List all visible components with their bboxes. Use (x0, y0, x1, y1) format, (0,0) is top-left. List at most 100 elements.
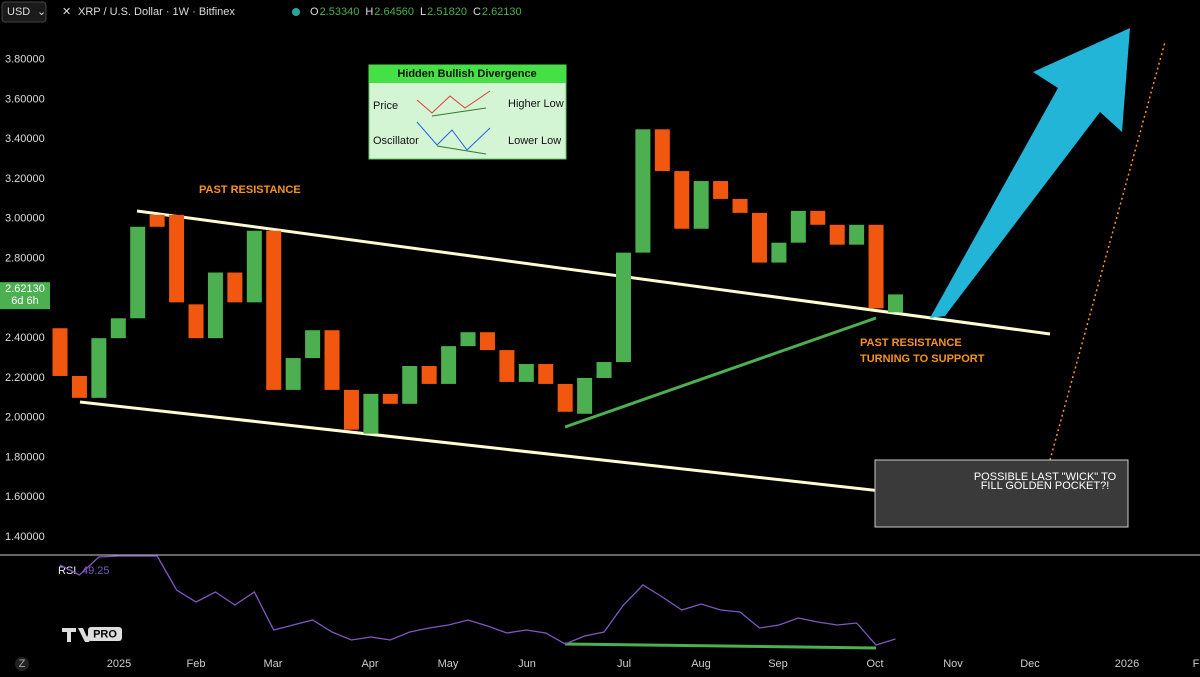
candle-body (305, 330, 321, 359)
inset-header (369, 65, 566, 83)
x-tick-label: 2026 (1115, 658, 1139, 670)
candle-body (479, 332, 495, 351)
candle-body (91, 338, 107, 398)
ohlc-value: 2.64560 (374, 6, 414, 18)
candle-body (441, 346, 457, 384)
candle-body (285, 358, 301, 390)
inset-label: Lower Low (508, 135, 561, 147)
y-tick-label: 3.00000 (5, 213, 45, 225)
x-tick-label: May (438, 658, 459, 670)
currency: USD (7, 6, 30, 18)
candle-body (596, 362, 612, 378)
candle-body (188, 304, 204, 339)
candle-body (674, 171, 690, 229)
inset-label: Price (373, 100, 398, 112)
x-tick-label: Dec (1020, 658, 1040, 670)
candle-body (868, 224, 884, 309)
candle-body (751, 212, 767, 263)
rsi-line (59, 555, 896, 646)
candle-body (363, 393, 379, 434)
candle-body (887, 294, 903, 313)
projection-arrow (930, 28, 1130, 318)
candle-body (130, 226, 146, 319)
candle-body (324, 330, 340, 390)
ohlc-key: L (420, 6, 426, 18)
candle-body (343, 389, 359, 430)
candle-body (713, 181, 729, 199)
candle-body (169, 214, 185, 303)
candle-body (771, 242, 787, 263)
candle-body (52, 328, 68, 376)
indicator-name: RSI (58, 565, 76, 577)
support-line (564, 316, 877, 429)
chart-title: XRP / U.S. Dollar · 1W · Bitfinex (78, 6, 235, 18)
candle-body (246, 230, 262, 303)
rsi-divergence-line (564, 642, 877, 650)
candle-body (71, 375, 87, 398)
y-tick-label: 2.20000 (5, 372, 45, 384)
inset-trend (431, 107, 487, 117)
price-tag-label: 2.62130 (5, 283, 45, 295)
candle-body (149, 214, 165, 227)
candle-body (635, 129, 651, 253)
candle-body (732, 198, 748, 213)
candle-body (577, 377, 593, 414)
candle-body (518, 364, 534, 382)
close-icon: ✕ (62, 6, 71, 18)
candle-body (829, 224, 845, 245)
currency-select[interactable] (1, 1, 47, 23)
y-tick-label: 3.80000 (5, 54, 45, 66)
x-tick-label: Jul (617, 658, 631, 670)
ohlc-value: 2.51820 (427, 6, 467, 18)
candle-body (402, 366, 418, 404)
x-tick-label: Sep (768, 658, 788, 670)
y-tick-label: 3.20000 (5, 173, 45, 185)
x-tick-label: Nov (943, 658, 963, 670)
annotation: TURNING TO SUPPORT (860, 353, 985, 365)
status-dot (292, 8, 300, 16)
x-tick-label: F (1193, 658, 1200, 670)
x-tick-label: Feb (187, 658, 206, 670)
candle-body (693, 181, 709, 229)
candle-body (849, 224, 865, 245)
ohlc-key: O (310, 6, 319, 18)
candle-body (266, 230, 282, 390)
ohlc-key: H (365, 6, 373, 18)
ohlc-key: C (473, 6, 481, 18)
y-tick-label: 3.60000 (5, 93, 45, 105)
ohlc-value: 2.62130 (482, 6, 522, 18)
branding: PRO (93, 628, 117, 640)
x-tick-label: Jun (518, 658, 536, 670)
y-tick-label: 1.60000 (5, 491, 45, 503)
annotation: FILL GOLDEN POCKET?! (981, 480, 1110, 492)
y-tick-label: 2.80000 (5, 253, 45, 265)
candle-body (557, 383, 573, 412)
y-tick-label: 2.00000 (5, 412, 45, 424)
golden-pocket-box (874, 459, 1129, 528)
indicator-value: 49.25 (82, 565, 110, 577)
candle-body (654, 129, 670, 172)
candle-body (538, 364, 554, 384)
candle-body (790, 210, 806, 243)
candle-body (382, 393, 398, 404)
candle-body (421, 366, 437, 384)
candle-body (460, 332, 476, 347)
x-tick-label: Mar (264, 658, 283, 670)
annotation: PAST RESISTANCE (199, 184, 301, 196)
x-tick-label: 2025 (107, 658, 131, 670)
x-tick-label: Oct (866, 658, 883, 670)
price-tag-countdown: 6d 6h (11, 295, 39, 307)
timezone-button[interactable] (15, 657, 29, 671)
pro-badge (88, 627, 122, 641)
projection-line (1049, 41, 1166, 461)
annotation: PAST RESISTANCE (860, 337, 962, 349)
x-tick-label: Apr (361, 658, 378, 670)
icon: Z (19, 658, 26, 670)
dropdown-icon: ⌄ (37, 6, 46, 18)
candle-body (110, 318, 126, 339)
y-tick-label: 2.40000 (5, 332, 45, 344)
inset-label: Oscillator (373, 135, 419, 147)
price-tag (0, 282, 50, 310)
